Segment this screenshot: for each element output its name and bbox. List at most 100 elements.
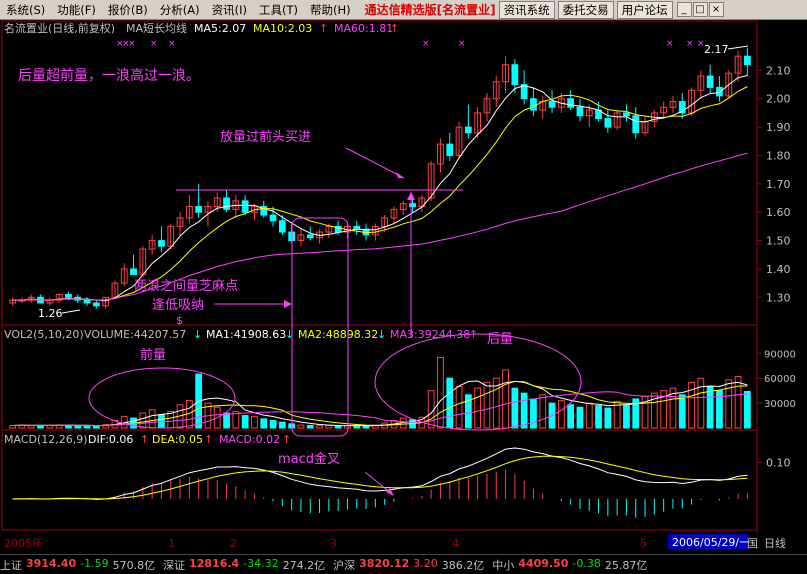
annotation-mid-1: 两浪之间量芝麻点 <box>134 278 238 294</box>
volume-bar <box>316 425 323 429</box>
annotation-mid-3: $ <box>176 314 183 327</box>
candle-body <box>427 163 435 199</box>
volume-bar <box>83 425 91 429</box>
candle-body <box>83 299 91 304</box>
menu-tools[interactable]: 工具(T) <box>258 2 298 17</box>
country-tab[interactable]: 国 <box>747 537 758 550</box>
status-sh[interactable]: 上证 3914.40 -1.59 570.8亿 <box>0 556 156 572</box>
candle-body <box>334 225 342 233</box>
info-system-button[interactable]: 资讯系统 <box>498 0 555 19</box>
volume-bar <box>27 425 35 429</box>
candle-body <box>632 115 640 134</box>
stock-chart[interactable]: 名流置业(日线,前复权) MA短长均线 MA5:2.07 MA10:2.03 ↑… <box>0 20 807 554</box>
trade-button[interactable]: 委托交易 <box>557 0 614 19</box>
menu-analysis[interactable]: 分析(A) <box>159 2 200 17</box>
menu-help[interactable]: 帮助(H) <box>309 2 351 17</box>
dif-line <box>12 447 748 500</box>
menu-info[interactable]: 资讯(I) <box>211 2 247 17</box>
volume-bar <box>511 387 519 429</box>
volume-bar <box>623 404 630 429</box>
status-hs[interactable]: 沪深 3820.12 3.20 386.2亿 <box>333 556 485 572</box>
volume-bar <box>743 390 751 429</box>
candle-body <box>716 86 723 97</box>
candle-body <box>641 120 649 134</box>
vol-ma2-line <box>12 380 748 427</box>
macd-dea-arrow: ↑ <box>204 433 213 446</box>
annotation-mid-2: 逢低吸纳 <box>152 298 204 313</box>
signal-marker: × <box>697 39 705 49</box>
status-zx[interactable]: 中小 4409.50 -0.38 25.87亿 <box>492 556 648 572</box>
macd-histogram <box>30 469 748 518</box>
status-bar: 上证 3914.40 -1.59 570.8亿 深证 12816.4 -34.3… <box>0 554 807 574</box>
price-tick-label: 1.90 <box>766 121 791 134</box>
candle-body <box>576 106 584 117</box>
menu-quote[interactable]: 报价(B) <box>107 2 148 17</box>
menu-system[interactable]: 系统(S) <box>6 2 46 17</box>
volume-bar <box>492 377 500 429</box>
candle-body <box>148 240 156 250</box>
time-month-4: 4 <box>452 537 459 550</box>
signal-marker: × <box>458 39 466 49</box>
volume-bar <box>716 390 723 429</box>
candle-body <box>706 75 714 88</box>
stock-tag: [名流置业] <box>436 3 496 17</box>
ma60-value: MA60:1.81 <box>334 22 393 35</box>
candle-body <box>381 217 389 227</box>
menu-function[interactable]: 功能(F) <box>57 2 96 17</box>
volume-bar <box>567 404 575 429</box>
forum-button[interactable]: 用户论坛 <box>616 0 673 19</box>
volume-bar <box>102 424 110 429</box>
candle-body <box>27 296 35 301</box>
close-button[interactable]: × <box>708 2 724 17</box>
macd-value-arrow: ↑ <box>282 433 291 446</box>
status-sz[interactable]: 深证 12816.4 -34.32 274.2亿 <box>163 556 326 572</box>
signal-marker: × <box>122 39 130 49</box>
candle-body <box>223 197 230 210</box>
minimize-button[interactable]: _ <box>676 2 692 17</box>
candle-body <box>483 98 491 114</box>
candle-body <box>697 75 705 91</box>
ma-lines <box>12 75 748 302</box>
vol-ma2-arrow: ↓ <box>377 328 386 341</box>
low-price-arrow <box>61 309 81 314</box>
price-tick-label: 1.50 <box>766 235 791 248</box>
annotation-buy-arrowhead <box>396 172 404 178</box>
volume-bar <box>595 405 602 429</box>
menu-bar: 系统(S) 功能(F) 报价(B) 分析(A) 资讯(I) 工具(T) 帮助(H… <box>0 0 807 20</box>
volume-bar <box>483 381 491 429</box>
candle-body <box>92 302 100 307</box>
annotation-main: 后量超前量，一浪高过一浪。 <box>18 67 200 84</box>
volume-bar <box>464 394 472 429</box>
vol-ma1: MA1:41908.63 <box>206 328 286 341</box>
vol-tick-label: 30000 <box>764 399 796 410</box>
maximize-button[interactable]: □ <box>692 2 708 17</box>
vol-volume-arrow: ↓ <box>193 328 202 341</box>
price-panel-frame <box>1 20 758 326</box>
time-month-1: 1 <box>168 537 175 550</box>
volume-bar <box>678 394 686 429</box>
volume-bar <box>437 356 444 429</box>
candle-body <box>167 225 175 247</box>
rear-volume-ellipse <box>374 333 582 431</box>
macd-dif-arrow: ↑ <box>140 433 149 446</box>
volume-bar <box>213 406 221 429</box>
candle-body <box>120 268 128 284</box>
vol-tick-label: 60000 <box>764 374 796 385</box>
signal-marker: × <box>666 39 674 49</box>
volume-bar <box>362 425 370 429</box>
volume-bar <box>9 425 17 429</box>
price-tick-label: 1.60 <box>766 206 791 219</box>
volume-bar <box>604 407 612 429</box>
candle-body <box>548 101 556 108</box>
ma10-value: MA10:2.03 <box>253 22 312 35</box>
period-tab[interactable]: 日线 <box>764 536 786 550</box>
candle-body <box>195 206 203 213</box>
volume-bar <box>334 425 342 429</box>
candle-body <box>585 109 593 117</box>
macd-dea: DEA:0.05 <box>152 433 203 446</box>
candle-body <box>511 64 519 86</box>
candle-body <box>371 225 379 236</box>
volume-bar <box>148 409 156 429</box>
volume-bar <box>139 412 147 429</box>
time-month-2: 2 <box>230 537 237 550</box>
